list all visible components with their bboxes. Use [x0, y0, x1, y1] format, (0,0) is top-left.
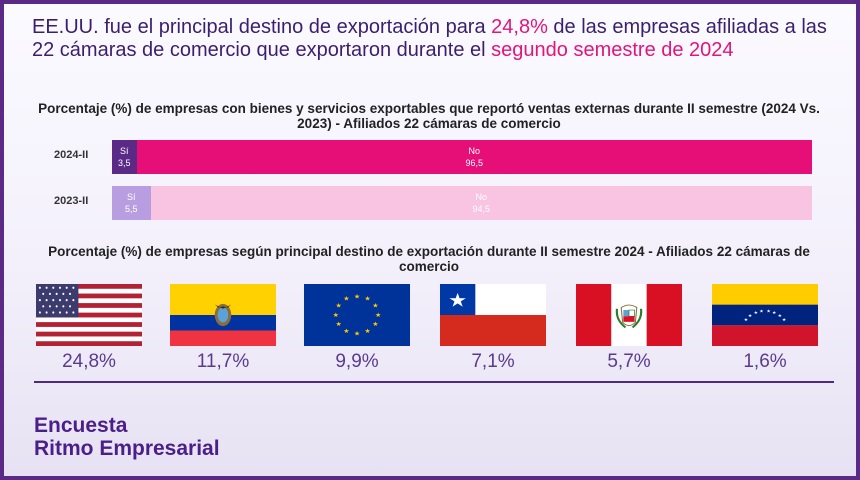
usa-flag-icon — [36, 284, 142, 346]
svg-text:★: ★ — [335, 321, 341, 328]
seg-label-value: 5,5 — [124, 204, 138, 214]
svg-text:★: ★ — [343, 327, 349, 334]
brand-line-1: Encuesta — [34, 414, 128, 437]
peru-flag-icon — [576, 284, 682, 346]
flags-row: 24,8% 11,7% ★ ★ ★ ★ ★ ★ ★ ★ ★ ★ ★ ★ — [34, 284, 824, 380]
seg-label-value: 3,5 — [117, 158, 131, 168]
destination-ecuador: 11,7% — [168, 284, 278, 373]
seg-label-name: No — [475, 192, 487, 202]
destination-chile: ★ 7,1% — [438, 284, 548, 373]
headline-text-2: de las empresas afiliadas a las 22 cámar… — [32, 16, 827, 61]
svg-text:★: ★ — [372, 321, 378, 328]
bar-row-2024: 2024-II Sí 3,5 No 96,5 — [34, 140, 812, 174]
venezuela-flag-icon: ★★★ ★ ★ ★ ★★ — [712, 284, 818, 346]
bar-track-2024: Sí 3,5 No 96,5 — [112, 140, 812, 174]
pct-eu: 9,9% — [335, 351, 379, 372]
svg-text:★: ★ — [748, 313, 752, 319]
svg-text:★: ★ — [772, 310, 776, 316]
brand-logo: Encuesta Ritmo Empresarial — [34, 414, 220, 460]
svg-text:★: ★ — [759, 309, 763, 315]
svg-text:★: ★ — [333, 311, 339, 318]
headline-highlight-1: 24,8% — [491, 16, 548, 38]
chile-flag-icon: ★ — [440, 284, 546, 346]
bar-segment-no-2024: No 96,5 — [136, 140, 812, 174]
year-label-2023: 2023-II — [54, 195, 89, 207]
svg-text:★: ★ — [754, 310, 758, 316]
destination-peru: 5,7% — [574, 284, 684, 373]
svg-text:★: ★ — [448, 289, 467, 311]
svg-text:★: ★ — [372, 302, 378, 309]
svg-text:★: ★ — [778, 313, 782, 319]
seg-label-value: 96,5 — [465, 158, 484, 168]
bar-row-2023: 2023-II Sí 5,5 No 94,5 — [34, 186, 812, 220]
svg-text:★: ★ — [782, 317, 786, 323]
bar-segment-si-2023: Sí 5,5 — [112, 186, 151, 220]
headline: EE.UU. fue el principal destino de expor… — [32, 16, 832, 62]
svg-text:★: ★ — [766, 309, 770, 315]
pct-peru: 5,7% — [607, 351, 651, 372]
pct-chile: 7,1% — [471, 351, 515, 372]
svg-text:★: ★ — [364, 327, 370, 334]
svg-text:★: ★ — [343, 295, 349, 302]
brand-line-2: Ritmo Empresarial — [34, 437, 220, 460]
bar-chart-title: Porcentaje (%) de empresas con bienes y … — [38, 101, 820, 131]
headline-highlight-2: segundo semestre de 2024 — [491, 39, 734, 61]
svg-text:★: ★ — [744, 317, 748, 323]
year-label-2024: 2024-II — [54, 149, 89, 161]
bar-segment-no-2023: No 94,5 — [150, 186, 812, 220]
seg-label-name: No — [468, 146, 480, 156]
bar-segment-si-2024: Sí 3,5 — [112, 140, 137, 174]
pct-usa: 24,8% — [62, 351, 116, 372]
svg-text:★: ★ — [354, 293, 360, 300]
destination-usa: 24,8% — [34, 284, 144, 373]
eu-flag-icon: ★ ★★ ★★★ ★★★ ★★★ — [304, 284, 410, 346]
ecuador-flag-icon — [170, 284, 276, 346]
headline-text-1: EE.UU. fue el principal destino de expor… — [32, 16, 492, 38]
destination-venezuela: ★ ★ ★ ★ ★ ★ ★ ★ 1,6% — [710, 284, 820, 373]
seg-label-name: Sí — [126, 192, 136, 202]
bottom-divider — [34, 381, 834, 383]
destination-eu: ★ ★ ★ ★ ★ ★ ★ ★ ★ ★ ★ ★ 9,9% — [302, 284, 412, 373]
svg-text:★: ★ — [364, 295, 370, 302]
seg-label-value: 94,5 — [472, 204, 491, 214]
bar-track-2023: Sí 5,5 No 94,5 — [112, 186, 812, 220]
svg-text:★: ★ — [335, 302, 341, 309]
destination-chart-title: Porcentaje (%) de empresas según princip… — [48, 244, 810, 274]
svg-text:★: ★ — [375, 311, 381, 318]
seg-label-name: Sí — [119, 146, 129, 156]
pct-ecuador: 11,7% — [196, 351, 250, 372]
svg-text:★: ★ — [354, 330, 360, 337]
pct-venezuela: 1,6% — [743, 351, 787, 372]
